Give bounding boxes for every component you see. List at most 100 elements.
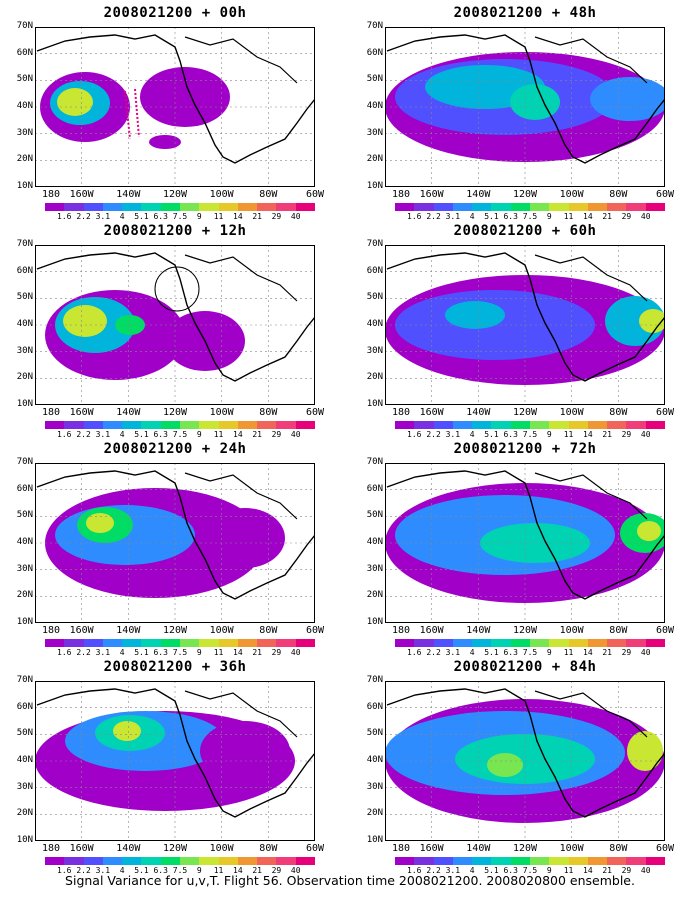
colorbar-swatch xyxy=(276,203,296,211)
panel-title: 2008021200 + 12h xyxy=(103,223,247,239)
lon-label: 100W xyxy=(559,407,584,418)
colorbar-label: 4 xyxy=(469,212,475,221)
colorbar-swatch xyxy=(395,639,415,647)
panel-title: 2008021200 + 72h xyxy=(453,441,597,457)
colorbar-label: 29 xyxy=(271,648,282,657)
forecast-panel: 2008021200 + 84h 70N 60N 50N 40N 30N 20N 10N 180… xyxy=(367,659,674,875)
variance-map xyxy=(385,245,665,405)
flight-track xyxy=(124,88,140,140)
colorbar-label: 1.6 xyxy=(407,648,422,657)
colorbar-label: 11 xyxy=(213,430,224,439)
colorbar-label: 3.1 xyxy=(95,212,111,221)
variance-contour xyxy=(510,84,560,120)
lon-label: 80W xyxy=(259,625,278,636)
colorbar-swatch xyxy=(199,857,219,865)
colorbar-label: 7.5 xyxy=(172,866,188,875)
colorbar-label: 4 xyxy=(469,866,475,875)
colorbar-swatch xyxy=(122,421,142,429)
lat-label: 40N xyxy=(366,101,383,111)
colorbar-swatch xyxy=(491,203,511,211)
colorbar-label: 40 xyxy=(290,648,301,657)
colorbar-label: 29 xyxy=(621,212,632,221)
variance-map xyxy=(385,463,665,623)
colorbar-swatch xyxy=(491,421,511,429)
colorbar-label: 14 xyxy=(583,866,593,875)
lon-label: 160W xyxy=(69,407,94,418)
lon-label: 120W xyxy=(162,407,188,418)
colorbar-label: 4 xyxy=(119,866,125,875)
colorbar-swatch xyxy=(414,857,434,865)
lat-label: 20N xyxy=(366,808,383,819)
colorbar-swatch xyxy=(433,203,453,211)
colorbar-label: 9 xyxy=(196,648,202,657)
colorbar-swatch xyxy=(529,421,550,429)
colorbar xyxy=(45,857,315,865)
colorbar-swatch xyxy=(160,857,180,865)
colorbar-swatch xyxy=(122,857,142,865)
lat-label: 20N xyxy=(16,590,33,601)
colorbar-swatch xyxy=(549,639,569,647)
lon-label: 160W xyxy=(419,189,444,200)
lat-label: 70N xyxy=(16,675,33,685)
colorbar-swatch xyxy=(510,857,530,865)
lat-label: 60N xyxy=(16,265,33,276)
lat-label: 10N xyxy=(16,181,33,191)
colorbar-label: 14 xyxy=(233,212,243,221)
variance-contour xyxy=(205,508,285,568)
lon-label: 120W xyxy=(512,407,538,418)
colorbar-swatch xyxy=(102,639,123,647)
colorbar-label: 29 xyxy=(621,866,632,875)
colorbar-swatch xyxy=(472,421,492,429)
lon-label: 160W xyxy=(419,843,444,854)
colorbar-label: 2.2 xyxy=(426,866,441,875)
colorbar-label: 6.3 xyxy=(503,212,518,221)
colorbar xyxy=(45,421,315,429)
colorbar-swatch xyxy=(237,421,258,429)
lat-label: 40N xyxy=(16,755,33,765)
colorbar-label: 4 xyxy=(469,430,475,439)
lon-label: 140W xyxy=(466,407,491,418)
coastline xyxy=(36,470,315,600)
colorbar-label: 9 xyxy=(196,212,202,221)
lat-label: 70N xyxy=(16,21,33,31)
coastline xyxy=(36,34,315,164)
panel-title: 2008021200 + 24h xyxy=(103,441,247,457)
colorbar xyxy=(45,203,315,211)
colorbar-swatch xyxy=(102,203,123,211)
colorbar-swatch xyxy=(295,421,315,429)
variance-contour xyxy=(605,296,665,346)
colorbar-swatch xyxy=(568,421,588,429)
colorbar-label: 21 xyxy=(602,866,612,875)
colorbar-label: 11 xyxy=(213,648,224,657)
colorbar-swatch xyxy=(529,639,550,647)
colorbar-label: 1.6 xyxy=(57,430,72,439)
lat-label: 70N xyxy=(366,675,383,685)
lon-label: 180 xyxy=(41,625,61,636)
lon-label: 180 xyxy=(391,407,411,418)
lat-label: 60N xyxy=(16,483,33,494)
variance-map xyxy=(35,245,315,405)
lon-label: 100W xyxy=(209,625,234,636)
colorbar-swatch xyxy=(83,639,103,647)
colorbar-swatch xyxy=(587,639,608,647)
lat-label: 40N xyxy=(366,537,383,547)
coastline xyxy=(386,688,665,818)
colorbar-label: 6.3 xyxy=(153,866,168,875)
colorbar xyxy=(395,203,665,211)
lon-label: 80W xyxy=(609,843,628,854)
lat-label: 50N xyxy=(16,728,33,739)
colorbar-swatch xyxy=(433,421,453,429)
lon-label: 80W xyxy=(609,189,628,200)
colorbar-swatch xyxy=(179,421,200,429)
colorbar-label: 14 xyxy=(583,648,593,657)
lat-label: 10N xyxy=(16,399,33,409)
colorbar-label: 3.1 xyxy=(95,430,111,439)
colorbar-swatch xyxy=(472,203,492,211)
colorbar-label: 6.3 xyxy=(503,430,518,439)
lat-label: 30N xyxy=(16,781,33,792)
lat-label: 50N xyxy=(366,728,383,739)
colorbar-swatch xyxy=(626,203,646,211)
colorbar-label: 6.3 xyxy=(153,212,168,221)
colorbar-swatch xyxy=(645,421,665,429)
lon-label: 60W xyxy=(655,625,675,636)
